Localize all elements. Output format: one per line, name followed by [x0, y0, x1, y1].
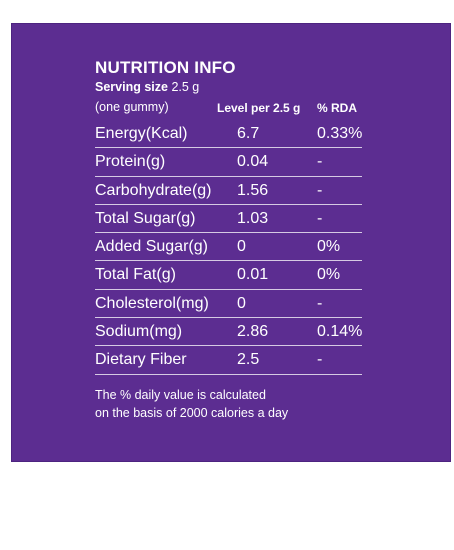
serving-size: Serving size 2.5 g [95, 80, 199, 94]
table-row: Sodium(mg) 2.86 0.14% [95, 318, 363, 347]
row-divider [95, 288, 362, 290]
nutrient-level: 2.5 [237, 351, 260, 369]
nutrient-rda: - [317, 351, 323, 369]
nutrient-name: Total Sugar(g) [95, 209, 196, 227]
row-divider [95, 203, 362, 205]
nutrition-table: Energy(Kcal) 6.7 0.33% Protein(g) 0.04 -… [95, 120, 362, 375]
footnote-line: The % daily value is calculated [95, 388, 266, 402]
nutrient-rda: - [317, 294, 323, 312]
nutrient-rda: 0% [317, 238, 341, 256]
panel-title: NUTRITION INFO [95, 58, 236, 77]
nutrient-name: Sodium(mg) [95, 323, 183, 341]
nutrient-level: 0.04 [237, 153, 269, 171]
nutrient-name: Total Fat(g) [95, 266, 176, 284]
nutrient-name: Added Sugar(g) [95, 238, 208, 256]
nutrient-level: 1.56 [237, 181, 269, 199]
table-row: Cholesterol(mg) 0 - [95, 290, 362, 319]
nutrient-name: Energy(Kcal) [95, 125, 188, 142]
row-divider [95, 317, 362, 319]
table-row: Carbohydrate(g) 1.56 - [95, 177, 362, 205]
row-divider [95, 175, 362, 177]
nutrient-level: 2.86 [237, 323, 269, 341]
row-divider [95, 260, 362, 262]
table-row: Protein(g) 0.04 - [95, 148, 362, 177]
table-row: Total Sugar(g) 1.03 - [95, 205, 362, 234]
serving-label: Serving size [95, 80, 168, 94]
table-row: Added Sugar(g) 0 0% [95, 233, 362, 262]
row-divider [95, 373, 362, 375]
row-divider [95, 232, 362, 234]
nutrient-level: 6.7 [237, 125, 260, 142]
column-header-level: Level per 2.5 g [217, 101, 301, 115]
footnote: The % daily value is calculated on the b… [95, 386, 288, 422]
column-header-rda: % RDA [317, 101, 358, 115]
nutrient-name: Carbohydrate(g) [95, 181, 212, 199]
serving-value: 2.5 g [171, 80, 200, 94]
footnote-line: on the basis of 2000 calories a day [95, 406, 289, 420]
nutrient-rda: 0.33% [317, 125, 363, 142]
row-divider [95, 345, 362, 347]
table-row: Dietary Fiber 2.5 - [95, 346, 362, 375]
nutrient-name: Dietary Fiber [95, 351, 187, 369]
nutrient-level: 0 [237, 238, 246, 256]
nutrient-rda: 0% [317, 266, 341, 284]
nutrient-rda: - [317, 209, 323, 227]
nutrient-level: 0.01 [237, 266, 269, 284]
serving-note: (one gummy) [95, 100, 169, 114]
table-row: Energy(Kcal) 6.7 0.33% [95, 120, 363, 149]
table-row: Total Fat(g) 0.01 0% [95, 261, 362, 290]
nutrition-panel: NUTRITION INFO Serving size 2.5 g (one g… [12, 24, 450, 461]
nutrient-name: Protein(g) [95, 153, 166, 171]
nutrient-rda: 0.14% [317, 323, 363, 341]
nutrient-level: 0 [237, 294, 246, 312]
row-divider [95, 147, 362, 149]
nutrient-level: 1.03 [237, 209, 269, 227]
nutrient-rda: - [317, 181, 323, 199]
nutrient-rda: - [317, 153, 323, 171]
nutrient-name: Cholesterol(mg) [95, 294, 209, 312]
